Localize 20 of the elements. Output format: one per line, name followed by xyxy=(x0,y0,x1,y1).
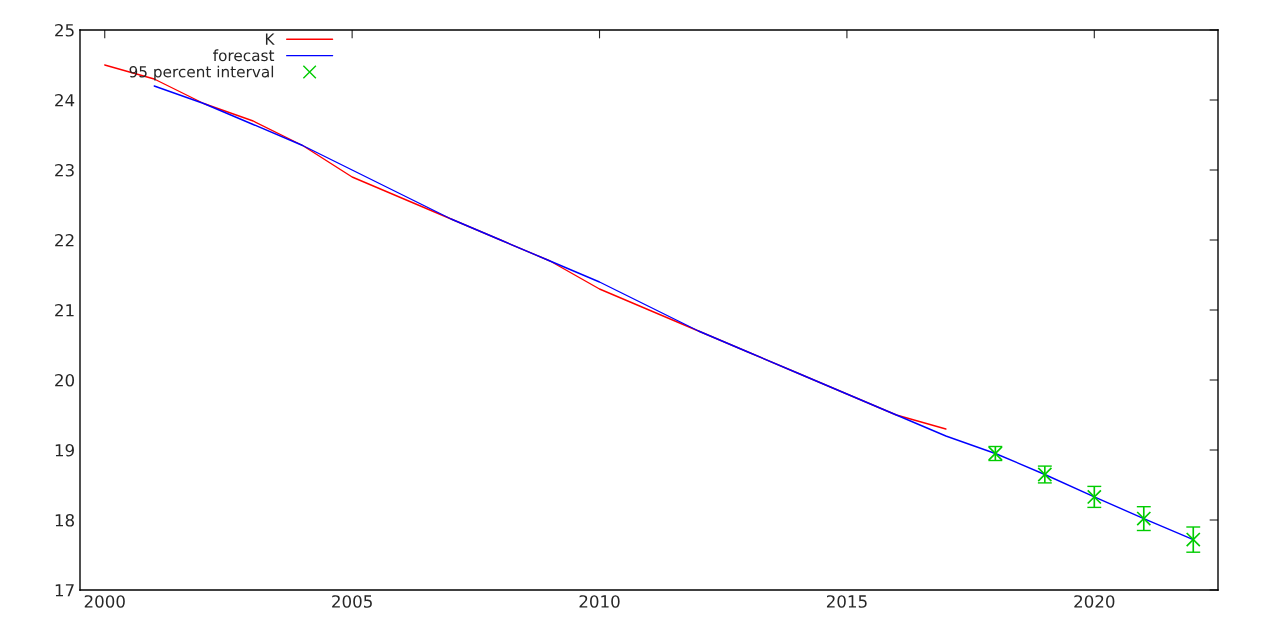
y-tick-label: 20 xyxy=(55,373,75,387)
y-tick-label: 24 xyxy=(55,93,75,107)
y-tick-label: 18 xyxy=(55,513,74,527)
legend-label: K xyxy=(265,33,275,45)
y-tick-label: 17 xyxy=(55,584,74,597)
point xyxy=(1185,532,1201,548)
x-tick-label: 2000 xyxy=(84,595,125,608)
line-series xyxy=(153,85,1194,541)
point xyxy=(1086,489,1102,505)
x-tick-label: 2015 xyxy=(826,595,867,608)
x-tick-label: 2005 xyxy=(332,595,372,608)
y-tick-label: 22 xyxy=(55,233,74,247)
legend-label: forecast xyxy=(213,49,275,62)
y-tick-label: 21 xyxy=(55,303,74,317)
point xyxy=(1136,511,1152,527)
y-tick-label: 19 xyxy=(55,443,74,457)
y-tick-label: 25 xyxy=(55,23,74,37)
x-tick-label: 2010 xyxy=(579,595,620,608)
y-tick-label: 23 xyxy=(55,163,74,177)
x-tick-label: 2020 xyxy=(1074,595,1115,608)
